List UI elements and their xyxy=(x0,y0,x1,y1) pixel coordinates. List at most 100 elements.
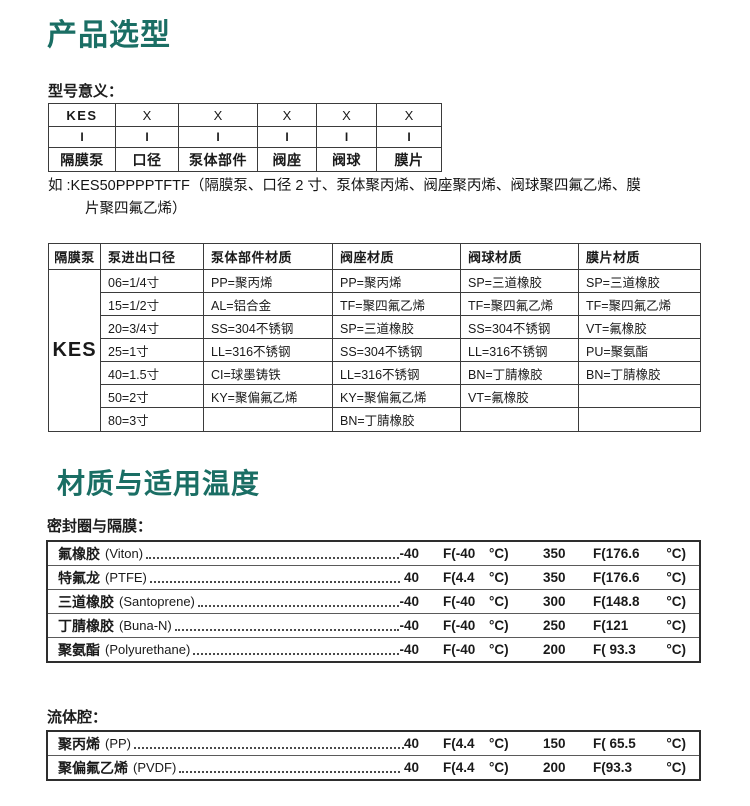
fluid-temperature-table: 聚丙烯 (PP) 40 F(4.4 °C) 150 F( 65.5 °C) 聚偏… xyxy=(46,730,701,781)
min-temp-c: F(-40 xyxy=(443,594,476,609)
min-temp-c-unit: °C) xyxy=(489,642,509,657)
model-bar-cell: I xyxy=(179,127,258,148)
seals-temperature-table: 氟橡胶 (Viton) -40 F(-40 °C) 350 F(176.6 °C… xyxy=(46,540,701,663)
material-name-cn: 三道橡胶 xyxy=(58,593,114,610)
page-title-product-selection: 产品选型 xyxy=(47,19,171,52)
model-example-text: 如 :KES50PPPPTFTF（隔膜泵、口径 2 寸、泵体聚丙烯、阀座聚丙烯、… xyxy=(48,175,708,221)
min-temp-f: 40 xyxy=(400,760,419,775)
max-temp-f: 350 xyxy=(543,546,566,561)
selection-cell: BN=丁腈橡胶 xyxy=(461,362,579,385)
selection-header-body-material: 泵体部件材质 xyxy=(204,244,333,270)
model-code-cell: X xyxy=(116,104,179,127)
selection-cell: PU=聚氨酯 xyxy=(579,339,700,362)
temp-row: 氟橡胶 (Viton) -40 F(-40 °C) 350 F(176.6 °C… xyxy=(48,542,699,566)
dot-leader xyxy=(193,653,400,655)
max-temp-f: 250 xyxy=(543,618,566,633)
dot-leader xyxy=(146,557,400,559)
selection-cell: 25=1寸 xyxy=(101,339,204,362)
model-name-cell: 阀球 xyxy=(317,148,377,171)
model-meaning-table: KES X X X X X I I I I I I 隔膜泵 口径 泵体部件 阀座… xyxy=(48,103,442,172)
material-name-en: (Buna-N) xyxy=(119,618,172,633)
selection-cell: SP=三道橡胶 xyxy=(333,316,461,339)
selection-cell: PP=聚丙烯 xyxy=(204,270,333,293)
selection-cell: SP=三道橡胶 xyxy=(579,270,700,293)
model-name-cell: 阀座 xyxy=(258,148,317,171)
selection-cell: VT=氟橡胶 xyxy=(461,385,579,408)
selection-cell xyxy=(579,408,700,431)
model-code-cell: X xyxy=(179,104,258,127)
temp-row: 三道橡胶 (Santoprene) -40 F(-40 °C) 300 F(14… xyxy=(48,590,699,614)
selection-cell: TF=聚四氟乙烯 xyxy=(579,293,700,316)
min-temp-f: -40 xyxy=(399,546,419,561)
min-temp-c: F(4.4 xyxy=(443,570,475,585)
selection-cell: 50=2寸 xyxy=(101,385,204,408)
min-temp-c-unit: °C) xyxy=(489,618,509,633)
selection-cell: CI=球墨铸铁 xyxy=(204,362,333,385)
model-bar-cell: I xyxy=(116,127,179,148)
seals-label: 密封圈与隔膜： xyxy=(47,518,153,535)
dot-leader xyxy=(149,581,401,583)
dot-leader xyxy=(174,629,400,631)
dot-leader xyxy=(179,771,401,773)
selection-cell: 20=3/4寸 xyxy=(101,316,204,339)
selection-header-ball-material: 阀球材质 xyxy=(461,244,579,270)
selection-table: 隔膜泵 泵进出口径 泵体部件材质 阀座材质 阀球材质 膜片材质 KES 06=1… xyxy=(48,243,701,432)
selection-cell: SP=三道橡胶 xyxy=(461,270,579,293)
max-temp-c: F( 93.3 xyxy=(593,642,636,657)
temp-row: 聚偏氟乙烯 (PVDF) 40 F(4.4 °C) 200 F(93.3 °C) xyxy=(48,756,699,779)
min-temp-c-unit: °C) xyxy=(489,594,509,609)
min-temp-c: F(-40 xyxy=(443,618,476,633)
selection-cell: VT=氟橡胶 xyxy=(579,316,700,339)
page-title-material-temperature: 材质与适用温度 xyxy=(57,468,261,499)
selection-cell: 06=1/4寸 xyxy=(101,270,204,293)
min-temp-c: F(-40 xyxy=(443,642,476,657)
selection-cell: LL=316不锈钢 xyxy=(204,339,333,362)
max-temp-c: F(93.3 xyxy=(593,760,633,775)
model-example-line2: 片聚四氟乙烯） xyxy=(85,201,187,217)
dot-leader xyxy=(197,605,400,607)
model-code-cell: KES xyxy=(49,104,116,127)
selection-cell: AL=铝合金 xyxy=(204,293,333,316)
selection-cell xyxy=(579,385,700,408)
max-temp-f: 150 xyxy=(543,736,566,751)
material-name-cn: 聚偏氟乙烯 xyxy=(58,759,128,776)
min-temp-f: -40 xyxy=(399,642,419,657)
max-temp-c-unit: °C) xyxy=(666,760,686,775)
max-temp-c-unit: °C) xyxy=(666,642,686,657)
max-temp-f: 300 xyxy=(543,594,566,609)
min-temp-c: F(4.4 xyxy=(443,760,475,775)
material-name-en: (Viton) xyxy=(105,546,144,561)
model-bar-cell: I xyxy=(49,127,116,148)
selection-cell: LL=316不锈钢 xyxy=(461,339,579,362)
selection-header-pump: 隔膜泵 xyxy=(49,244,101,270)
max-temp-c-unit: °C) xyxy=(666,546,686,561)
material-name-cn: 丁腈橡胶 xyxy=(58,617,114,634)
min-temp-c-unit: °C) xyxy=(489,570,509,585)
min-temp-c: F(-40 xyxy=(443,546,476,561)
series-code-cell: KES xyxy=(49,270,101,431)
min-temp-f: -40 xyxy=(399,618,419,633)
min-temp-c-unit: °C) xyxy=(489,760,509,775)
fluid-chamber-label: 流体腔： xyxy=(47,709,108,726)
selection-cell: LL=316不锈钢 xyxy=(333,362,461,385)
max-temp-f: 200 xyxy=(543,760,566,775)
selection-cell: BN=丁腈橡胶 xyxy=(579,362,700,385)
material-name-cn: 聚丙烯 xyxy=(58,735,100,752)
selection-cell: 15=1/2寸 xyxy=(101,293,204,316)
selection-cell xyxy=(204,408,333,431)
selection-cell: KY=聚偏氟乙烯 xyxy=(204,385,333,408)
material-name-en: (Polyurethane) xyxy=(105,642,191,657)
selection-cell xyxy=(461,408,579,431)
selection-cell: TF=聚四氟乙烯 xyxy=(461,293,579,316)
material-name-en: (PVDF) xyxy=(133,760,177,775)
min-temp-c-unit: °C) xyxy=(489,546,509,561)
selection-header-diaphragm-material: 膜片材质 xyxy=(579,244,700,270)
model-meaning-label: 型号意义： xyxy=(48,83,124,100)
max-temp-c: F(176.6 xyxy=(593,570,640,585)
min-temp-f: -40 xyxy=(399,594,419,609)
model-name-cell: 泵体部件 xyxy=(179,148,258,171)
material-name-en: (PP) xyxy=(105,736,131,751)
model-code-cell: X xyxy=(317,104,377,127)
model-code-cell: X xyxy=(258,104,317,127)
